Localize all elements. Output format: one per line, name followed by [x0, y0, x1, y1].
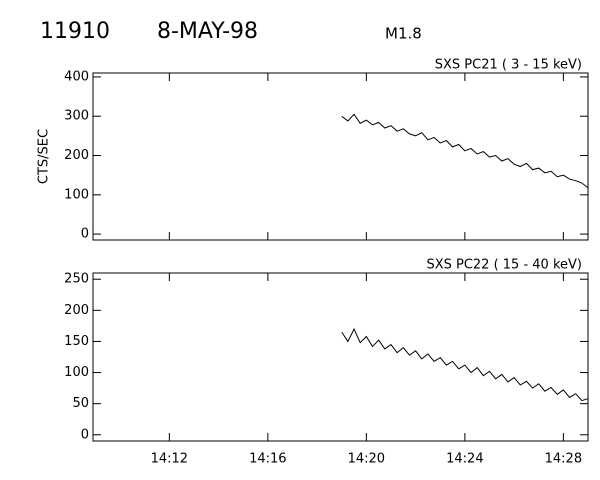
y-tick-label: 100 — [64, 187, 89, 202]
y-axis-label: CTS/SEC — [37, 129, 52, 184]
y-tick-label: 0 — [81, 227, 89, 242]
y-tick-label: 250 — [64, 272, 89, 287]
plot-frame — [92, 72, 589, 241]
event-number: 11910 — [40, 19, 110, 44]
x-tick-label: 14:20 — [348, 452, 385, 467]
plot-frame — [92, 272, 589, 442]
y-tick-label: 100 — [64, 365, 89, 380]
y-tick-label: 300 — [64, 109, 89, 124]
data-line — [341, 327, 589, 402]
x-tick-label: 14:24 — [446, 452, 483, 467]
y-tick-label: 150 — [64, 334, 89, 349]
data-line — [341, 113, 589, 189]
event-date: 8-MAY-98 — [157, 19, 258, 44]
y-tick-label: 200 — [64, 303, 89, 318]
y-tick-label: 400 — [64, 69, 89, 84]
panel-title: SXS PC21 ( 3 - 15 keV) — [435, 58, 582, 73]
x-tick-label: 14:12 — [151, 452, 188, 467]
x-tick-label: 14:16 — [249, 452, 286, 467]
y-tick-label: 200 — [64, 148, 89, 163]
x-tick-label: 14:28 — [545, 452, 582, 467]
y-tick-label: 0 — [81, 427, 89, 442]
flare-class: M1.8 — [385, 25, 422, 43]
panel-title: SXS PC22 ( 15 - 40 keV) — [426, 258, 582, 273]
y-tick-label: 50 — [72, 396, 89, 411]
